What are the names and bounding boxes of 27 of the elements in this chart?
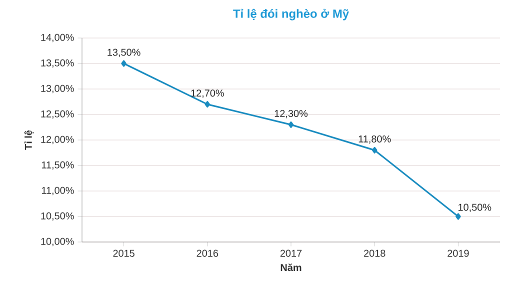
y-tick-label: 11,00%: [42, 186, 74, 196]
y-tick-label: 13,00%: [41, 84, 74, 94]
y-tick-label: 12,50%: [41, 110, 74, 119]
x-axis-title: Năm: [280, 264, 302, 272]
y-tick-label: 10,00%: [41, 238, 74, 246]
x-tick-label: 2018: [364, 250, 386, 257]
point: [204, 101, 210, 108]
point: [456, 213, 461, 220]
chart-title: Tỉ lệ đói nghèo ở Mỹ: [233, 8, 349, 20]
y-tick-label: 14,00%: [41, 34, 74, 42]
y-tick-label: 12,00%: [41, 136, 74, 144]
x-tick-label: 2016: [196, 250, 218, 257]
data-label: 12,70%: [191, 90, 224, 98]
data-label: 12,30%: [274, 110, 308, 118]
y-tick-label: 13,50%: [41, 59, 74, 68]
x-tick-label: 2019: [448, 250, 469, 257]
x-tick-label: 2015: [113, 250, 134, 257]
data-label: 11,80%: [358, 135, 391, 144]
point: [121, 60, 126, 67]
point: [372, 146, 378, 154]
data-label: 13,50%: [108, 48, 140, 57]
y-tick-label: 10,50%: [41, 212, 74, 221]
x-tick-label: 2017: [280, 250, 302, 257]
data-label: 10,50%: [458, 204, 492, 212]
y-axis-title: Tỉ lệ: [24, 130, 34, 150]
point: [288, 121, 294, 128]
y-tick-label: 11,50%: [42, 161, 74, 170]
